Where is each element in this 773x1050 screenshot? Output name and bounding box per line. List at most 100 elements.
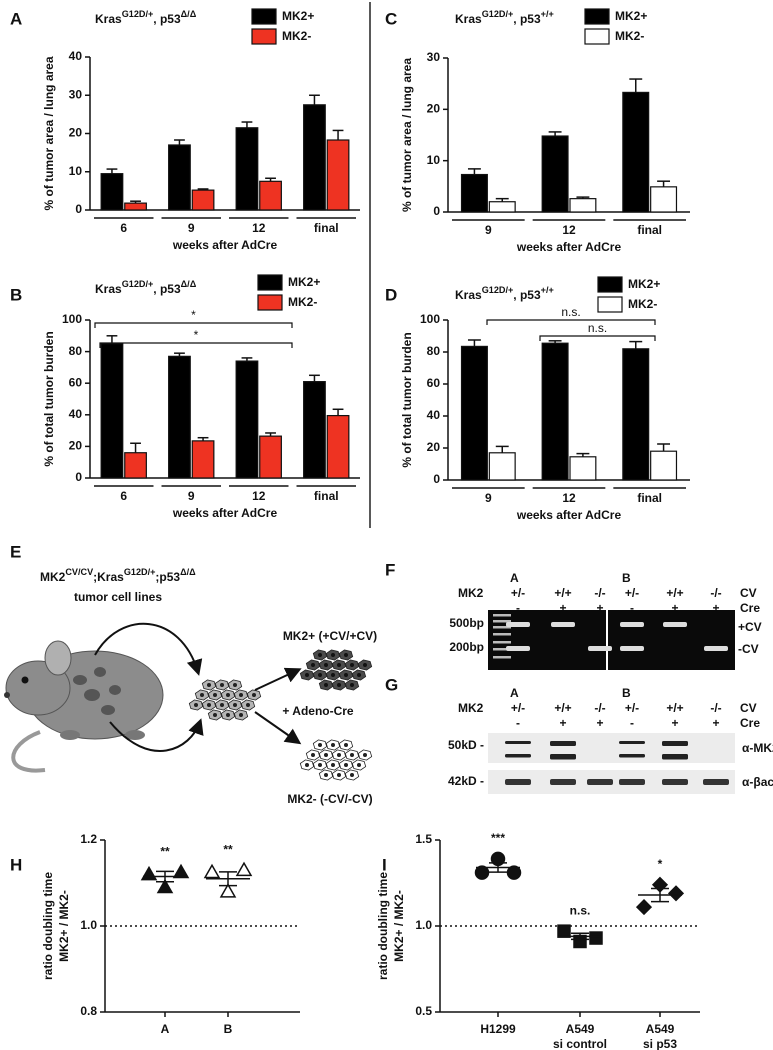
significance-label: n.s.	[588, 321, 607, 335]
panel-label: B	[10, 285, 22, 304]
y-tick-label: 100	[420, 312, 440, 326]
cell-nucleus	[246, 703, 250, 707]
row-label: MK2	[458, 586, 484, 600]
text-part: ;Kras	[93, 570, 124, 584]
x-axis-label: weeks after AdCre	[516, 240, 622, 254]
cell-nucleus	[337, 683, 341, 687]
cell-nucleus	[331, 673, 335, 677]
legend-label: MK2-	[615, 29, 644, 43]
y-tick-label: 1.0	[415, 918, 432, 932]
y-axis-label: % of tumor area / lung area	[400, 58, 414, 212]
legend-swatch	[251, 28, 277, 45]
blot-band	[619, 754, 645, 758]
text-part: , p53	[153, 282, 181, 296]
data-point	[667, 885, 685, 902]
data-point	[474, 865, 490, 880]
blot-band	[662, 754, 688, 760]
genotype-label: -/-	[594, 701, 605, 715]
text-part: Δ/Δ	[180, 567, 196, 577]
y-tick-label: 0.5	[415, 1004, 432, 1018]
legend-label: MK2-	[282, 29, 311, 43]
text-line: MK2+ / MK2-	[57, 890, 71, 962]
cre-label: -	[630, 716, 634, 730]
text-part: G12D/+	[482, 285, 514, 295]
cell-nucleus	[226, 713, 230, 717]
genotype-label: -/-	[710, 701, 721, 715]
cre-label: +	[712, 716, 719, 730]
significance-label: *	[658, 857, 663, 871]
bar	[235, 360, 259, 479]
bar	[622, 91, 650, 213]
legend-swatch	[584, 8, 610, 25]
chart-title: KrasG12D/+, p53+/+	[455, 9, 554, 26]
y-axis-label: % of tumor area / lung area	[42, 56, 56, 210]
x-tick-label: 12	[252, 489, 266, 503]
blot-band	[587, 779, 613, 785]
ladder-band	[493, 626, 511, 629]
y-tick-label: 1.0	[80, 918, 97, 932]
ladder-band	[493, 648, 511, 651]
bar	[460, 345, 488, 481]
x-tick-label: B	[224, 1022, 233, 1036]
cre-label: +	[671, 716, 678, 730]
legend-swatch	[584, 28, 610, 45]
text-part: , p53	[513, 288, 541, 302]
cell-nucleus	[331, 743, 335, 747]
legend-label: MK2+	[615, 9, 647, 23]
bar	[650, 450, 678, 481]
cell-nucleus	[213, 713, 217, 717]
bar	[235, 127, 259, 211]
gel-band	[620, 622, 644, 627]
x-axis-label: weeks after AdCre	[172, 506, 278, 520]
significance-bracket	[94, 322, 293, 328]
text-part: +/+	[541, 9, 554, 19]
genotype-label: +/+	[666, 586, 683, 600]
cell-nucleus	[350, 773, 354, 777]
text-line: B	[224, 1022, 233, 1036]
text-part: Kras	[455, 12, 482, 26]
arrow-label: + Adeno-Cre	[282, 704, 354, 718]
cre-label: -	[516, 601, 520, 615]
bar	[303, 381, 326, 479]
text-part: MK2	[40, 570, 66, 584]
x-tick-label: 9	[188, 489, 195, 503]
cell-nucleus	[233, 683, 237, 687]
panel-label: D	[385, 285, 397, 304]
cell-nucleus	[363, 663, 367, 667]
bar	[124, 452, 147, 479]
cell-nucleus	[305, 763, 309, 767]
legend-swatch	[257, 294, 283, 311]
ladder-band	[493, 614, 511, 617]
size-marker: 50kD -	[448, 738, 484, 752]
data-point	[235, 861, 253, 877]
significance-label: n.s.	[570, 903, 591, 917]
cell-nucleus	[239, 713, 243, 717]
cell-nucleus	[226, 693, 230, 697]
cre-label: +	[596, 601, 603, 615]
legend-label: MK2+	[628, 277, 660, 291]
cell-nucleus	[350, 683, 354, 687]
bar	[100, 343, 124, 479]
cre-label: +	[596, 716, 603, 730]
ladder-band	[493, 656, 511, 659]
gel	[488, 610, 735, 670]
y-axis-label: ratio doubling time MK2+ / MK2-	[376, 872, 406, 980]
bar	[191, 189, 215, 211]
x-axis-label: weeks after AdCre	[172, 238, 278, 252]
x-axis-label: weeks after AdCre	[516, 508, 622, 522]
cre-label: +	[712, 601, 719, 615]
gel-band	[506, 622, 530, 627]
panel-label: C	[385, 9, 397, 28]
row-label: MK2	[458, 701, 484, 715]
bar	[168, 355, 191, 479]
row-label: CV	[740, 701, 757, 715]
blot-band	[550, 779, 576, 785]
x-tick-label: 12	[252, 221, 266, 235]
panel-label: G	[385, 675, 398, 694]
legend-swatch	[251, 8, 277, 25]
bar	[488, 201, 516, 213]
cell-nucleus	[337, 753, 341, 757]
cell-nucleus	[220, 703, 224, 707]
cre-label: +	[559, 601, 566, 615]
significance-bracket	[539, 335, 656, 341]
